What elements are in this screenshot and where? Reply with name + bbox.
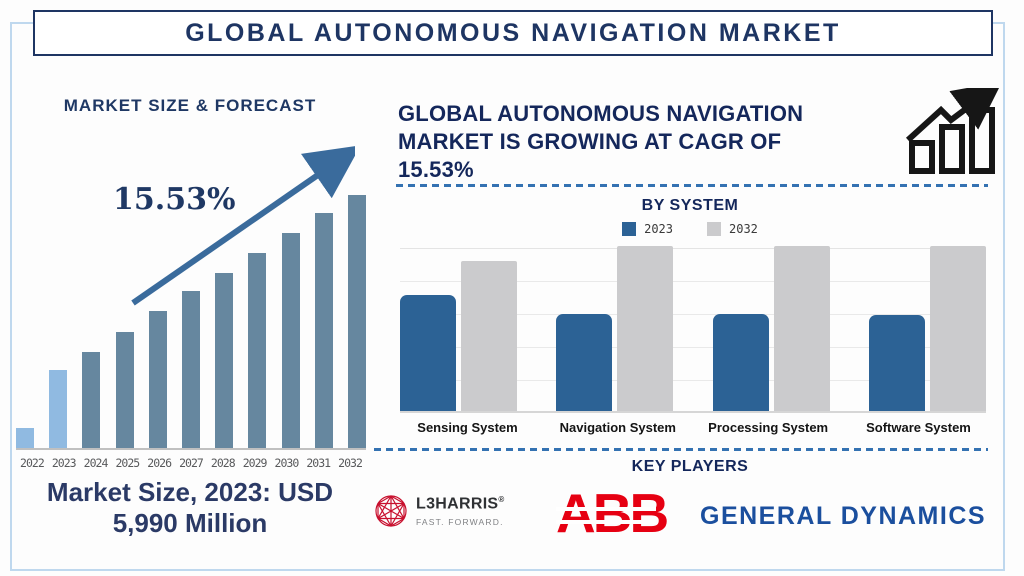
bar-group-1 — [556, 246, 674, 411]
growth-chart-icon — [905, 88, 999, 174]
year-label-2028: 2028 — [210, 456, 236, 470]
bar-2023-0 — [400, 295, 456, 411]
bar-group-0 — [400, 261, 517, 411]
bar-group-3 — [868, 246, 986, 411]
bar-group-2 — [712, 246, 830, 411]
market-bar-2026 — [148, 311, 167, 448]
market-bar-2023 — [49, 370, 68, 448]
bar-2023-2 — [712, 314, 769, 411]
year-label-2022: 2022 — [20, 456, 45, 470]
by-system-bars — [400, 246, 986, 413]
year-label-2027: 2027 — [179, 456, 204, 470]
header-box: GLOBAL AUTONOMOUS NAVIGATION MARKET — [33, 10, 993, 56]
market-bar-2030 — [281, 233, 300, 448]
year-label-2032: 2032 — [338, 456, 363, 470]
l3harris-logo: L3HARRIS® FAST. FORWARD. — [374, 493, 505, 529]
year-label-2026: 2026 — [147, 456, 172, 470]
bar-2032-1 — [617, 246, 674, 411]
year-label-2031: 2031 — [306, 456, 331, 470]
category-label-0: Sensing System — [417, 420, 518, 435]
bar-2023-1 — [556, 314, 613, 411]
key-players-title: KEY PLAYERS — [631, 458, 749, 475]
market-bar-2029 — [248, 253, 267, 448]
year-label-2030: 2030 — [274, 456, 300, 470]
bar-2032-2 — [773, 246, 830, 411]
dashed-divider-bottom — [374, 448, 988, 451]
market-bar-2031 — [314, 213, 333, 448]
legend-item-2032: 2032 — [707, 222, 758, 236]
by-system-legend: 2023 2032 — [480, 222, 900, 236]
market-bar-2028 — [215, 273, 234, 448]
market-bar-2024 — [82, 352, 101, 448]
category-label-2: Processing System — [708, 420, 829, 435]
bar-2023-3 — [868, 315, 925, 411]
year-label-2029: 2029 — [242, 456, 268, 470]
abb-logo-stripe — [556, 520, 656, 524]
abb-logo-stripe — [556, 507, 656, 511]
general-dynamics-wordmark: GENERAL DYNAMICS — [700, 502, 987, 530]
l3harris-name: L3HARRIS® — [416, 495, 505, 513]
legend-swatch-2023 — [622, 222, 637, 236]
bar-2032-0 — [461, 261, 517, 411]
l3harris-globe-icon — [375, 495, 407, 527]
market-size-caption-line2: 5,990 Million — [112, 508, 268, 539]
registered-mark: ® — [498, 495, 505, 505]
year-label-2023: 2023 — [51, 456, 77, 470]
general-dynamics-logo: GENERAL DYNAMICS — [700, 502, 992, 531]
market-size-years: 2022 2023 2024 2025 2026 2027 2028 2029 2030 2031… — [16, 456, 366, 470]
dashed-divider-top — [396, 184, 988, 187]
market-bar-2027 — [181, 291, 200, 448]
abb-wordmark: ABB — [556, 482, 669, 544]
year-label-2024: 2024 — [83, 456, 109, 470]
bar-2032-3 — [929, 246, 986, 411]
abb-logo: ABB — [556, 482, 669, 546]
cagr-heading: GLOBAL AUTONOMOUS NAVIGATION MARKET IS G… — [398, 101, 804, 182]
page-title: GLOBAL AUTONOMOUS NAVIGATION MARKET — [185, 18, 841, 47]
category-label-3: Software System — [866, 420, 971, 435]
legend-label-2032: 2032 — [729, 222, 758, 236]
market-bar-2025 — [115, 332, 134, 448]
year-label-2025: 2025 — [115, 456, 140, 470]
l3harris-wordmark: L3HARRIS® FAST. FORWARD. — [416, 495, 505, 526]
by-system-categories: Sensing System Navigation System Processin… — [400, 420, 986, 435]
market-size-bars — [16, 195, 366, 450]
l3harris-tagline: FAST. FORWARD. — [416, 516, 504, 527]
market-bar-2032 — [347, 195, 366, 448]
legend-swatch-2032 — [707, 222, 721, 236]
trend-arrow-icon — [131, 145, 355, 306]
market-size-caption: Market Size, 2023: USD 5,990 Million — [8, 477, 372, 539]
market-bar-2022 — [16, 428, 34, 448]
by-system-title: BY SYSTEM — [641, 197, 739, 214]
legend-label-2023: 2023 — [644, 222, 673, 236]
market-size-forecast-title: MARKET SIZE & FORECAST — [63, 96, 317, 115]
category-label-1: Navigation System — [559, 420, 676, 435]
legend-item-2023: 2023 — [622, 222, 673, 236]
cagr-value-label: 15.53% — [113, 182, 236, 217]
market-size-caption-line1: Market Size, 2023: USD — [46, 477, 334, 507]
